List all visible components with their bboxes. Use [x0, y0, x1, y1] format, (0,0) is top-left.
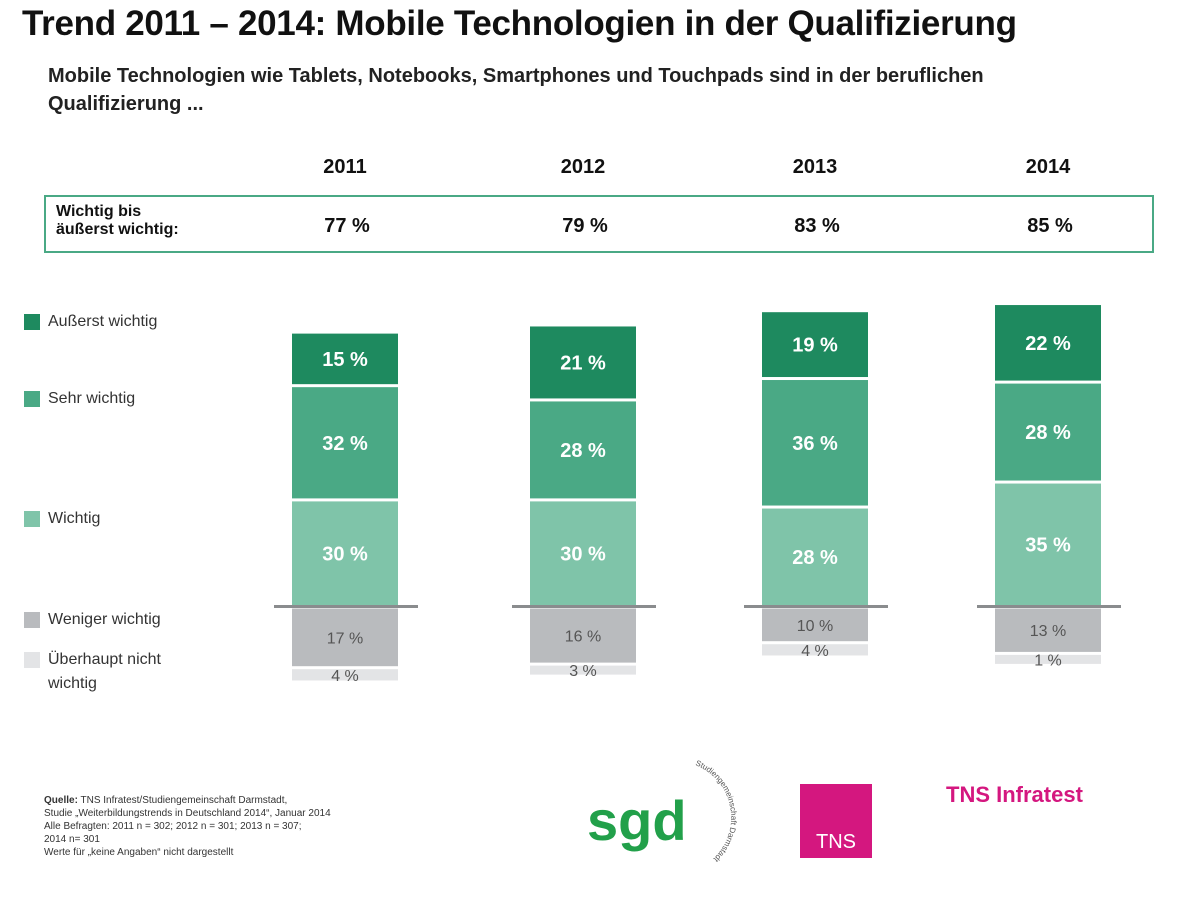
- bar-value-label: 28 %: [560, 440, 606, 462]
- page-title: Trend 2011 – 2014: Mobile Technologien i…: [22, 4, 1017, 43]
- bar-value-label: 22 %: [1025, 333, 1071, 355]
- bar-segment: [995, 383, 1101, 481]
- year-label: 2013: [792, 156, 838, 178]
- bar-segment: [762, 644, 868, 656]
- bar-value-label: 16 %: [565, 629, 601, 646]
- bar-segment: [530, 401, 636, 499]
- bar-segment: [292, 608, 398, 667]
- bar-value-label: 36 %: [792, 433, 838, 455]
- source-line4: 2014 n= 301: [44, 834, 100, 845]
- bar-segment: [762, 380, 868, 506]
- source-label: Quelle:: [44, 795, 78, 806]
- source-line1: TNS Infratest/Studiengemeinschaft Darmst…: [77, 795, 288, 806]
- legend-item: Wichtig: [24, 507, 214, 531]
- source-line5: Werte für „keine Angaben“ nicht dargeste…: [44, 847, 234, 858]
- bar-segment: [762, 508, 868, 606]
- bar-segment: [995, 305, 1101, 381]
- legend-swatch: [24, 612, 40, 628]
- legend-label: Überhaupt nicht wichtig: [48, 651, 161, 692]
- tns-logo: TNS: [800, 784, 872, 858]
- subtitle: Mobile Technologien wie Tablets, Noteboo…: [48, 65, 984, 115]
- summary-label-line1: Wichtig bis: [56, 203, 142, 220]
- bar-segment: [995, 654, 1101, 664]
- legend-item: Sehr wichtig: [24, 387, 214, 411]
- bar-segment: [762, 608, 868, 642]
- source-line3: Alle Befragten: 2011 n = 302; 2012 n = 3…: [44, 821, 302, 832]
- bar-segment: [530, 608, 636, 663]
- bar-segment: [995, 483, 1101, 606]
- sgd-logo-text: sgd: [587, 789, 687, 852]
- legend-label: Außerst wichtig: [48, 313, 158, 330]
- legend-label: Weniger wichtig: [48, 611, 161, 628]
- legend-swatch: [24, 511, 40, 527]
- source-line2: Studie „Weiterbildungstrends in Deutschl…: [44, 808, 331, 819]
- bar-segment: [292, 387, 398, 499]
- sgd-logo: sgd Studiengemeinschaft Darmstadt: [587, 759, 738, 865]
- bar-segment: [292, 669, 398, 681]
- bar-segment: [530, 326, 636, 399]
- source-note: Quelle: TNS Infratest/Studiengemeinschaf…: [44, 794, 484, 859]
- bar-value-label: 35 %: [1025, 535, 1071, 557]
- svg-text:Studiengemeinschaft Darmstadt: Studiengemeinschaft Darmstadt: [694, 759, 738, 865]
- legend-item: Überhaupt nicht wichtig: [24, 648, 214, 696]
- tns-infratest-text: TNS Infratest: [946, 782, 1083, 807]
- bar-value-label: 30 %: [560, 543, 606, 565]
- year-label: 2012: [560, 156, 606, 178]
- bar-value-label: 4 %: [331, 668, 359, 685]
- summary-value: 77 %: [324, 215, 370, 237]
- year-label: 2014: [1025, 156, 1071, 178]
- bar-segment: [530, 501, 636, 606]
- summary-label: Wichtig bis äußerst wichtig:: [56, 203, 179, 239]
- baseline-marker: [977, 605, 1121, 608]
- summary-value: 83 %: [794, 215, 840, 237]
- bar-value-label: 15 %: [322, 349, 368, 371]
- bar-segment: [995, 608, 1101, 652]
- bar-value-label: 28 %: [1025, 422, 1071, 444]
- year-label: 2011: [323, 156, 367, 178]
- bar-segment: [530, 665, 636, 675]
- baseline-marker: [744, 605, 888, 608]
- bar-value-label: 21 %: [560, 352, 606, 374]
- bar-value-label: 30 %: [322, 543, 368, 565]
- stacked-bar-chart: 30 % 32 % 15 % 17 % 4 % 30 % 28 % 21 % 16 % 3 % 28…: [274, 305, 1121, 685]
- bar-value-label: 19 %: [792, 335, 838, 357]
- bar-value-label: 32 %: [322, 433, 368, 455]
- bar-value-label: 28 %: [792, 547, 838, 569]
- legend-swatch: [24, 652, 40, 668]
- legend-label: Sehr wichtig: [48, 390, 136, 407]
- summary-box: Wichtig bis äußerst wichtig: 77 % 79 % 83 …: [44, 195, 1154, 253]
- sgd-ring-text: Studiengemeinschaft Darmstadt: [694, 759, 738, 865]
- bar-value-label: 10 %: [797, 618, 833, 635]
- bar-value-label: 4 %: [801, 643, 829, 660]
- legend-swatch: [24, 314, 40, 330]
- legend-item: Weniger wichtig: [24, 608, 214, 632]
- summary-value: 85 %: [1027, 215, 1073, 237]
- bar-value-label: 13 %: [1030, 623, 1066, 640]
- summary-label-line2: äußerst wichtig:: [56, 221, 179, 238]
- baseline-marker: [512, 605, 656, 608]
- summary-value: 79 %: [562, 215, 608, 237]
- baseline-marker: [274, 605, 418, 608]
- legend-label: Wichtig: [48, 510, 101, 527]
- legend-item: Außerst wichtig: [24, 310, 214, 334]
- bar-segment: [292, 501, 398, 606]
- bar-value-label: 17 %: [327, 630, 363, 647]
- bar-value-label: 3 %: [569, 663, 597, 680]
- bar-segment: [292, 333, 398, 385]
- bar-value-label: 1 %: [1034, 652, 1062, 669]
- bar-segment: [762, 312, 868, 378]
- legend-swatch: [24, 391, 40, 407]
